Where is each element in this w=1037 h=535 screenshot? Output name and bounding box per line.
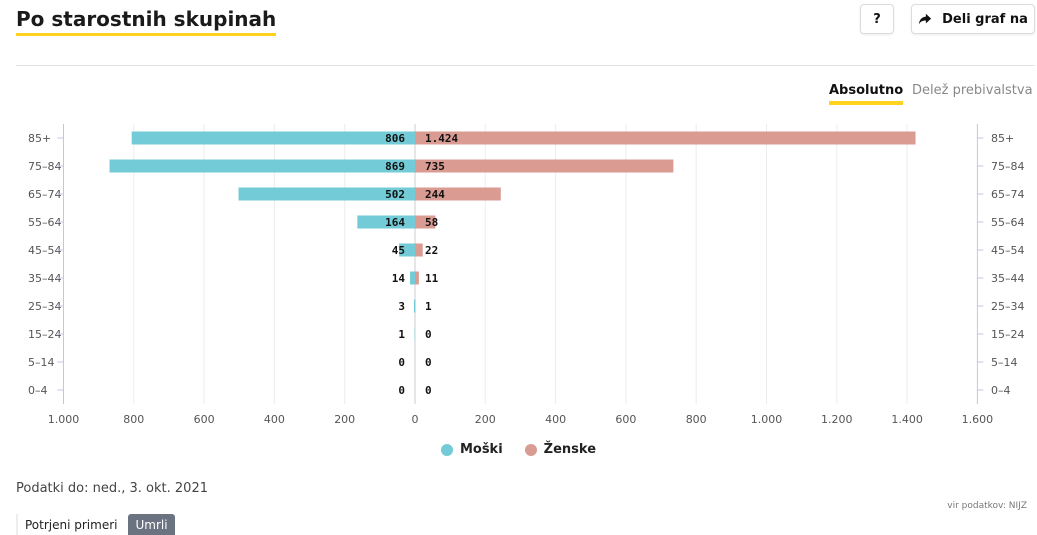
bar-male	[413, 299, 415, 313]
legend-label-female: Ženske	[543, 442, 597, 457]
x-tick-label: 0	[412, 413, 419, 426]
data-label-female: 0	[425, 384, 432, 397]
data-label-female: 22	[425, 244, 438, 257]
x-tick-label: 800	[123, 413, 144, 426]
chart-legend: Moški Ženske	[0, 442, 1037, 457]
data-label-female: 735	[425, 160, 445, 173]
data-label-female: 11	[425, 272, 439, 285]
legend-label-male: Moški	[459, 442, 503, 457]
age-pyramid-chart: 1.000 800 600 400 200 0 200 400 600 800 1.000 1.200…	[28, 124, 1025, 426]
dataset-tabs: Potrjeni primeri Umrli	[16, 514, 175, 535]
y-tick-label-right: 35–44	[991, 272, 1025, 285]
x-tick-label: 400	[264, 413, 285, 426]
legend-item-male[interactable]: Moški	[440, 442, 503, 457]
data-label-male: 45	[392, 244, 405, 257]
data-label-male: 0	[398, 356, 405, 369]
x-tick-label: 1.400	[891, 413, 923, 426]
y-tick-label-right: 5–14	[991, 356, 1018, 369]
page-title: Po starostnih skupinah	[16, 6, 277, 36]
x-tick-label: 600	[615, 413, 636, 426]
y-tick-label-left: 0–4	[28, 384, 48, 397]
x-tick-label: 200	[334, 413, 355, 426]
data-label-male: 869	[385, 160, 405, 173]
data-label-male: 806	[385, 132, 405, 145]
x-tick-label: 400	[545, 413, 566, 426]
x-tick-label: 200	[475, 413, 496, 426]
tab-confirmed-cases[interactable]: Potrjeni primeri	[16, 514, 125, 535]
bar-male	[357, 215, 415, 229]
y-tick-label-left: 65–74	[28, 188, 62, 201]
data-label-male: 164	[385, 216, 405, 229]
x-tick-label: 800	[686, 413, 707, 426]
y-tick-label-right: 0–4	[991, 384, 1011, 397]
y-tick-label-left: 75–84	[28, 160, 62, 173]
y-tick-label-right: 75–84	[991, 160, 1025, 173]
x-tick-label: 1.200	[821, 413, 853, 426]
y-tick-label-left: 55–64	[28, 216, 62, 229]
y-tick-label-right: 85+	[991, 132, 1014, 145]
x-tick-label: 1.000	[48, 413, 80, 426]
y-tick-label-left: 45–54	[28, 244, 62, 257]
bar-male	[109, 159, 415, 173]
data-source-text: vir podatkov: NIJZ	[947, 501, 1027, 511]
bar-female	[415, 271, 419, 285]
bar-female	[415, 187, 501, 201]
bar-female	[415, 243, 423, 257]
legend-dot-female	[524, 443, 537, 456]
bar-male	[238, 187, 415, 201]
data-label-female: 1.424	[425, 132, 458, 145]
bar-female	[415, 159, 674, 173]
y-tick-label-right: 15–24	[991, 328, 1025, 341]
data-label-female: 0	[425, 328, 432, 341]
x-tick-label: 1.000	[751, 413, 783, 426]
bar-female	[415, 131, 916, 145]
y-tick-label-right: 45–54	[991, 244, 1025, 257]
header-divider	[16, 65, 1035, 66]
y-tick-label-right: 65–74	[991, 188, 1025, 201]
data-label-female: 58	[425, 216, 438, 229]
bar-female	[415, 215, 436, 229]
bar-male	[131, 131, 416, 145]
x-tick-label: 1.600	[962, 413, 994, 426]
data-label-male: 0	[398, 384, 405, 397]
bar-male	[399, 243, 415, 257]
data-label-female: 0	[425, 356, 432, 369]
y-tick-label-left: 25–34	[28, 300, 62, 313]
y-tick-label-right: 55–64	[991, 216, 1025, 229]
data-label-male: 502	[385, 188, 405, 201]
tab-deaths[interactable]: Umrli	[128, 514, 175, 535]
bar-male	[410, 271, 415, 285]
x-tick-label: 600	[194, 413, 215, 426]
toggle-population-share[interactable]: Delež prebivalstva	[912, 83, 1033, 98]
y-tick-label-left: 85+	[28, 132, 51, 145]
toggle-absolute[interactable]: Absolutno	[829, 82, 904, 105]
help-label: ?	[873, 11, 881, 27]
y-tick-label-left: 5–14	[28, 356, 55, 369]
data-label-female: 1	[425, 300, 432, 313]
share-label: Deli graf na	[942, 11, 1028, 27]
y-tick-label-left: 35–44	[28, 272, 62, 285]
legend-dot-male	[440, 443, 453, 456]
legend-item-female[interactable]: Ženske	[524, 442, 597, 457]
data-label-male: 1	[398, 328, 405, 341]
data-updated-text: Podatki do: ned., 3. okt. 2021	[16, 481, 208, 496]
data-label-male: 3	[398, 300, 405, 313]
y-tick-label-right: 25–34	[991, 300, 1025, 313]
share-icon	[919, 13, 932, 25]
data-label-female: 244	[425, 188, 445, 201]
data-label-male: 14	[392, 272, 406, 285]
share-button[interactable]: Deli graf na	[911, 4, 1035, 34]
y-tick-label-left: 15–24	[28, 328, 62, 341]
help-button[interactable]: ?	[860, 4, 894, 34]
